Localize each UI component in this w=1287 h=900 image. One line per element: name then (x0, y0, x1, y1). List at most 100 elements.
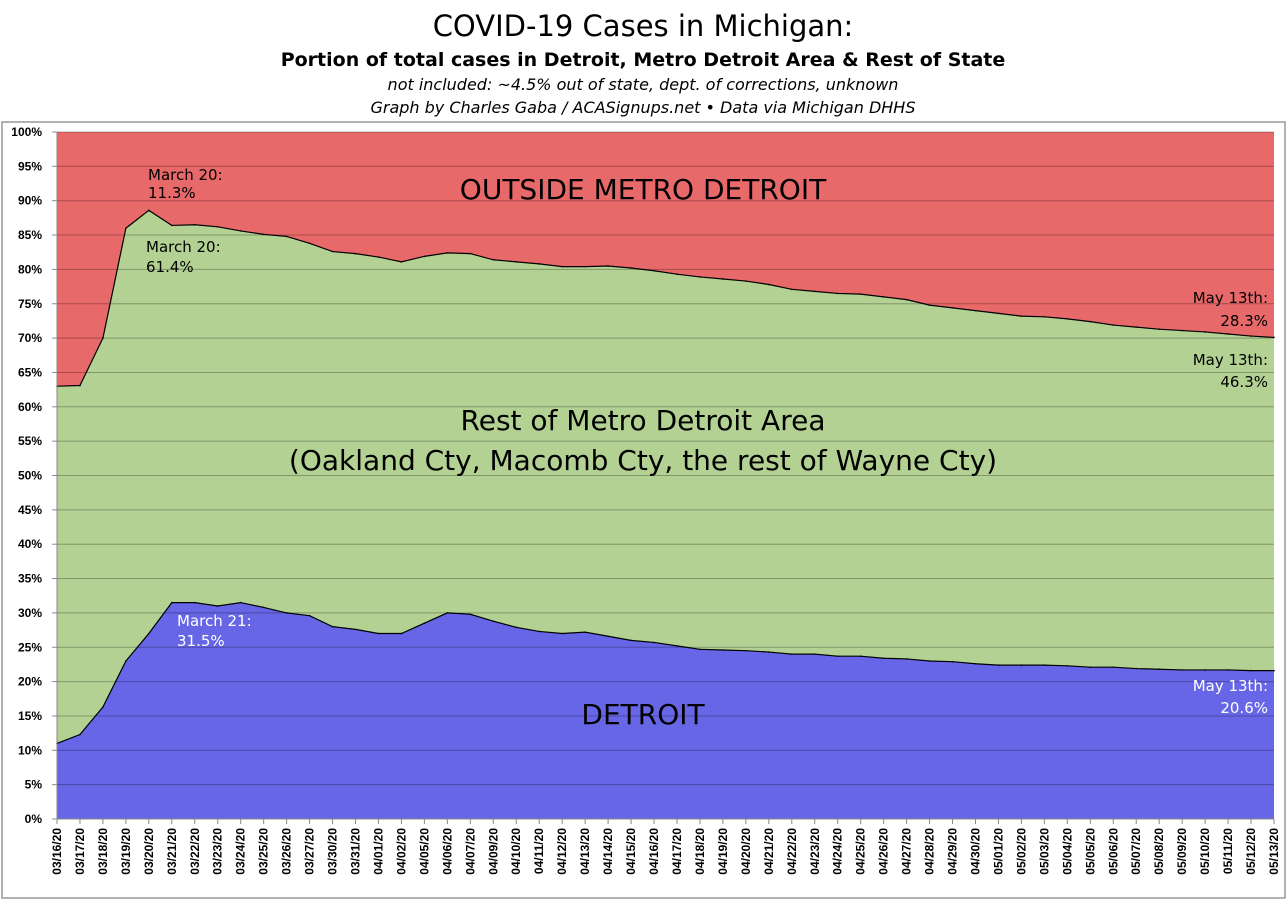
data-point (607, 635, 609, 638)
data-point (1089, 666, 1092, 668)
x-tick-label: 05/05/20 (1083, 828, 1097, 875)
x-tick-label: 04/24/20 (831, 828, 845, 875)
x-tick-label: 04/01/20 (371, 828, 385, 875)
boundary-lines (56, 209, 1275, 745)
chart-subtitle: Portion of total cases in Detroit, Metro… (281, 49, 1006, 71)
y-tick-label: 95% (18, 159, 42, 173)
x-tick-label: 04/13/20 (578, 828, 592, 875)
data-point (1227, 333, 1229, 335)
chart-note: not included: ~4.5% out of state, dept. … (388, 75, 899, 94)
data-point (1020, 664, 1023, 666)
x-tick-label: 04/17/20 (670, 828, 684, 875)
y-tick-label: 85% (18, 228, 42, 242)
data-point (1227, 669, 1229, 671)
data-point (354, 628, 357, 631)
y-tick-label: 15% (18, 709, 42, 723)
data-point (285, 612, 288, 614)
x-tick-label: 04/21/20 (762, 828, 776, 875)
y-tick-label: 30% (18, 606, 42, 620)
data-point (492, 620, 495, 622)
x-tick-label: 03/19/20 (119, 828, 133, 875)
data-point (239, 601, 242, 604)
data-point (102, 706, 104, 708)
x-tick-label: 05/04/20 (1060, 828, 1074, 875)
x-tick-label: 05/08/20 (1152, 828, 1166, 875)
data-point (928, 304, 931, 306)
x-tick-label: 05/12/20 (1244, 828, 1258, 875)
x-tick-label: 03/27/20 (303, 828, 317, 875)
data-point (216, 226, 219, 228)
data-point (768, 283, 770, 286)
data-point (1112, 324, 1115, 326)
x-tick-label: 05/07/20 (1129, 828, 1143, 875)
data-point (607, 265, 609, 267)
data-point (1273, 336, 1275, 339)
x-tick-label: 04/16/20 (647, 828, 661, 875)
y-tick-label: 35% (18, 572, 42, 586)
data-point (193, 601, 196, 604)
data-point (400, 632, 403, 635)
data-point (1181, 329, 1183, 332)
data-point (951, 660, 954, 663)
data-point (676, 645, 678, 647)
data-point (1135, 326, 1138, 328)
x-tick-label: 04/28/20 (923, 828, 937, 875)
area-rest-of-metro-detroit-area (57, 210, 1274, 744)
data-point (171, 601, 173, 604)
x-tick-label: 04/20/20 (739, 828, 753, 875)
data-point (905, 658, 908, 660)
data-point (331, 250, 334, 253)
data-point (538, 263, 541, 265)
series-boundary-line (56, 209, 1275, 387)
area-label-detroit: DETROIT (581, 698, 705, 731)
x-tick-label: 04/09/20 (486, 828, 500, 875)
x-tick-label: 03/20/20 (142, 828, 156, 875)
x-tick-label: 03/25/20 (257, 828, 271, 875)
data-point (1181, 669, 1183, 671)
x-tick-label: 03/31/20 (349, 828, 363, 875)
x-tick-label: 05/13/20 (1267, 828, 1281, 875)
data-point (859, 655, 862, 657)
x-tick-label: 05/01/20 (991, 828, 1005, 875)
data-point (836, 292, 839, 295)
data-point (1135, 667, 1138, 670)
x-tick-label: 05/03/20 (1037, 828, 1051, 875)
x-tick-label: 04/12/20 (555, 828, 569, 875)
data-point (790, 288, 793, 291)
x-tick-label: 04/05/20 (417, 828, 431, 875)
data-point (722, 278, 724, 280)
y-tick-label: 70% (18, 331, 42, 345)
annotation-outside-end-value: 28.3% (1220, 312, 1268, 330)
data-point (515, 626, 518, 629)
data-point (446, 252, 449, 254)
x-tick-label: 03/23/20 (211, 828, 225, 875)
data-point (216, 605, 219, 607)
y-tick-label: 40% (18, 537, 42, 551)
data-point (102, 337, 104, 339)
data-point (1273, 669, 1275, 672)
x-tick-label: 04/23/20 (808, 828, 822, 875)
y-tick-label: 100% (11, 125, 42, 139)
annotation-detroit-end: May 13th: (1193, 677, 1268, 695)
data-point (446, 612, 449, 614)
data-point (1020, 315, 1023, 317)
data-point (400, 261, 403, 263)
data-point (997, 312, 1000, 315)
y-tick-label: 5% (25, 778, 43, 792)
data-point (974, 662, 977, 665)
data-point (997, 664, 1000, 666)
data-point (722, 649, 724, 651)
data-point (951, 307, 954, 309)
x-tick-label: 03/24/20 (234, 828, 248, 875)
data-point (974, 309, 977, 312)
x-tick-label: 04/27/20 (900, 828, 914, 875)
y-tick-label: 20% (18, 675, 42, 689)
data-point (79, 384, 81, 387)
data-point (882, 296, 885, 298)
annotation-detroit-end-value: 20.6% (1220, 699, 1268, 717)
data-point (790, 653, 793, 655)
x-tick-label: 05/10/20 (1198, 828, 1212, 875)
data-point (676, 273, 678, 276)
y-tick-label: 75% (18, 297, 42, 311)
x-tick-label: 03/17/20 (73, 828, 87, 875)
